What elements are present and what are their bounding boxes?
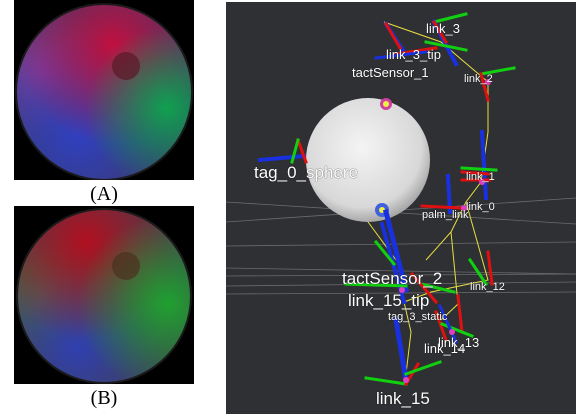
frame-label-link-15: link_15 xyxy=(376,389,430,408)
frame-label-link-12: link_12 xyxy=(470,281,505,293)
tactile-sphere-b xyxy=(14,206,194,384)
frame-label-link-2: link_2 xyxy=(464,73,493,85)
tag-0-sphere xyxy=(306,98,430,222)
frame-label-link-3-tip: link_3_tip xyxy=(386,47,441,62)
frame-label-link-15-tip: link_15_tip xyxy=(348,291,430,310)
frame-label-link-0: link_0 xyxy=(466,201,495,213)
frame-label-palm-link: palm_link xyxy=(422,209,469,221)
tactile-sphere-a xyxy=(14,0,194,180)
caption-a: (A) xyxy=(90,183,118,205)
tactile-image-a xyxy=(14,0,194,180)
tactile-image-b xyxy=(14,206,194,384)
caption-b: (B) xyxy=(90,387,118,409)
frame-label-link-3: link_3 xyxy=(426,21,460,36)
frame-label-tactsensor-2: tactSensor_2 xyxy=(342,269,443,288)
scene-graphics xyxy=(226,12,576,387)
frame-label-tactsensor-1: tactSensor_1 xyxy=(352,65,429,80)
frame-label-link-13: link_13 xyxy=(438,335,480,350)
rviz-3d-viewport[interactable]: link_3 link_3_tip tactSensor_1 link_2 ta… xyxy=(226,2,576,414)
frame-label-tag-3-static: tag_3_static xyxy=(388,311,448,323)
joint-markers xyxy=(399,79,491,383)
frame-label-tag-0-sphere: tag_0_sphere xyxy=(254,163,358,182)
frame-label-link-14: link_14 xyxy=(424,341,466,356)
frame-label-link-1: link_1 xyxy=(466,171,495,183)
